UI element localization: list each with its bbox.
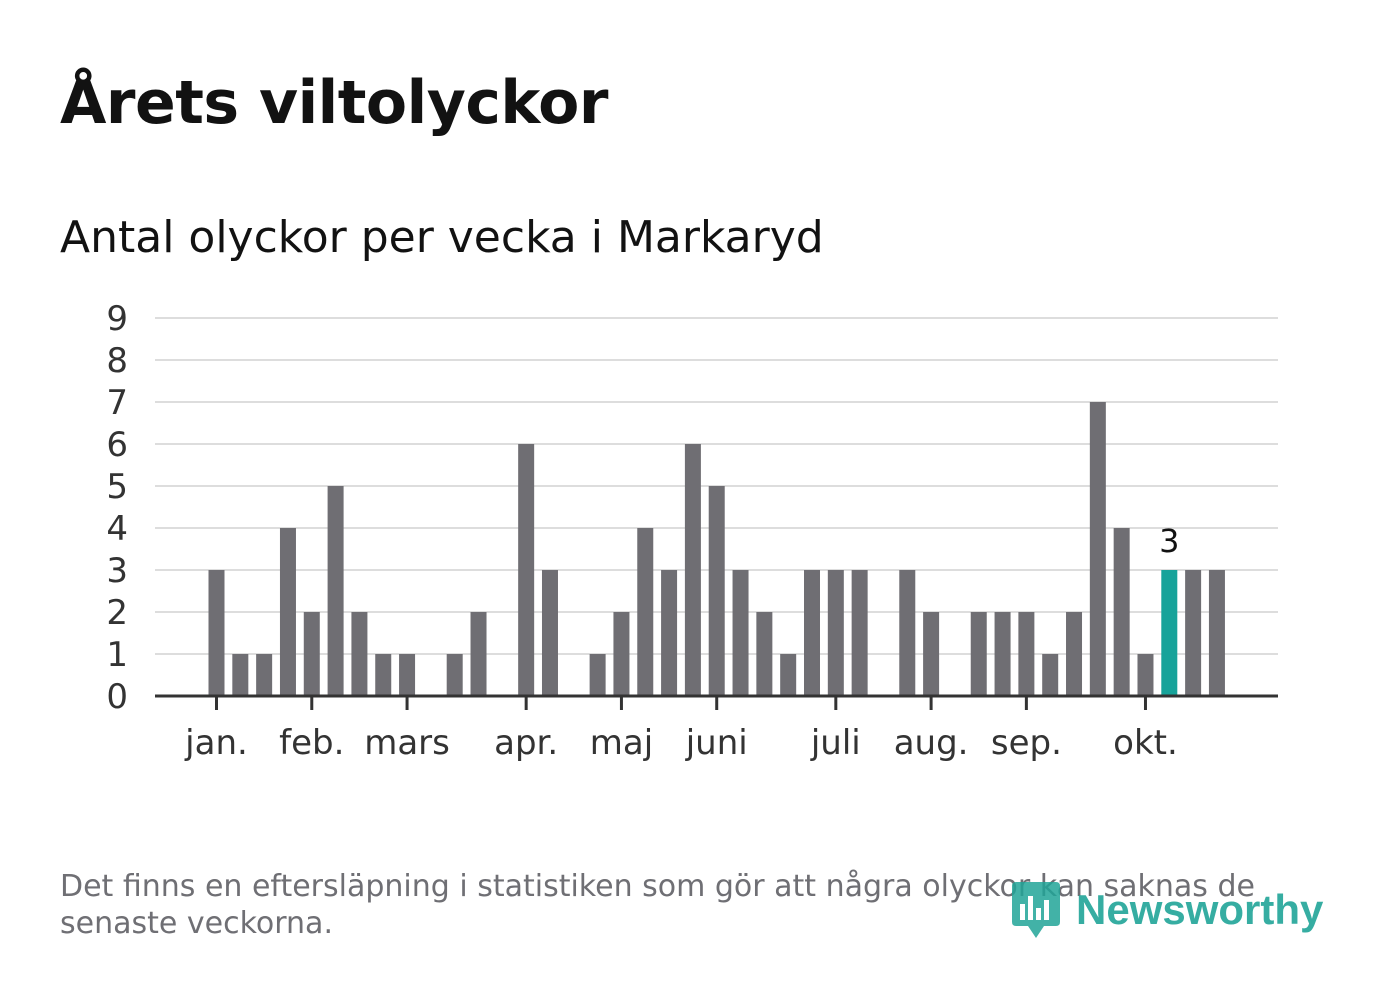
newsworthy-logo: Newsworthy bbox=[1010, 878, 1323, 942]
x-tick-label: aug. bbox=[894, 723, 969, 763]
x-tick-label: jan. bbox=[184, 723, 248, 763]
x-tick-label: apr. bbox=[494, 723, 558, 763]
y-tick-label: 0 bbox=[106, 677, 128, 717]
x-tick-label: juli bbox=[810, 723, 861, 763]
page-title: Årets viltolyckor bbox=[60, 68, 609, 138]
chart-subtitle: Antal olyckor per vecka i Markaryd bbox=[60, 212, 824, 263]
y-tick-label: 5 bbox=[106, 467, 128, 507]
bar-week-11 bbox=[399, 654, 416, 696]
bar-week-13 bbox=[446, 654, 463, 696]
bar-week-40 bbox=[1089, 402, 1106, 696]
bar-week-27 bbox=[780, 654, 797, 696]
bar-week-9 bbox=[351, 612, 368, 696]
newsworthy-logo-icon bbox=[1012, 882, 1060, 938]
bar-week-36 bbox=[994, 612, 1011, 696]
bar-week-44 bbox=[1185, 570, 1202, 696]
bar-week-39 bbox=[1066, 612, 1083, 696]
bar-week-30 bbox=[851, 570, 868, 696]
y-tick-label: 1 bbox=[106, 635, 128, 675]
x-tick-label: okt. bbox=[1113, 723, 1178, 763]
bar-week-35 bbox=[970, 612, 987, 696]
x-tick-label: maj bbox=[590, 723, 653, 763]
data-labels: 3 bbox=[1159, 522, 1179, 560]
bar-week-24 bbox=[708, 486, 725, 696]
bar-week-7 bbox=[303, 612, 320, 696]
bar-week-33 bbox=[923, 612, 940, 696]
bar-week-43 bbox=[1161, 570, 1178, 696]
bar-week-41 bbox=[1113, 528, 1130, 696]
y-tick-label: 8 bbox=[106, 341, 128, 381]
bar-week-8 bbox=[327, 486, 344, 696]
y-tick-label: 7 bbox=[106, 383, 128, 423]
bars bbox=[208, 402, 1225, 696]
bar-week-42 bbox=[1137, 654, 1154, 696]
bar-week-5 bbox=[256, 654, 273, 696]
bar-week-4 bbox=[232, 654, 249, 696]
x-tick-label: juni bbox=[685, 723, 748, 763]
x-tick-label: feb. bbox=[279, 723, 344, 763]
bar-week-23 bbox=[684, 444, 701, 696]
bar-week-19 bbox=[589, 654, 606, 696]
bar-week-6 bbox=[279, 528, 296, 696]
y-tick-label: 4 bbox=[106, 509, 128, 549]
bar-week-20 bbox=[613, 612, 630, 696]
bar-week-32 bbox=[899, 570, 916, 696]
bar-week-14 bbox=[470, 612, 487, 696]
bar-week-16 bbox=[518, 444, 535, 696]
y-tick-label: 3 bbox=[106, 551, 128, 591]
y-tick-label: 2 bbox=[106, 593, 128, 633]
bar-week-38 bbox=[1042, 654, 1059, 696]
highlight-data-label: 3 bbox=[1159, 522, 1179, 560]
bar-week-28 bbox=[804, 570, 820, 696]
bar-week-21 bbox=[637, 528, 654, 696]
y-tick-label: 6 bbox=[106, 425, 128, 465]
bar-week-22 bbox=[661, 570, 678, 696]
x-tick-label: sep. bbox=[991, 723, 1062, 763]
bar-week-17 bbox=[541, 570, 558, 696]
y-tick-label: 9 bbox=[106, 299, 128, 339]
bar-week-26 bbox=[756, 612, 773, 696]
bar-week-29 bbox=[827, 570, 844, 696]
bar-week-25 bbox=[732, 570, 749, 696]
bar-week-45 bbox=[1208, 570, 1225, 696]
bar-week-37 bbox=[1018, 612, 1035, 696]
newsworthy-logo-text: Newsworthy bbox=[1076, 886, 1324, 933]
x-tick-label: mars bbox=[364, 723, 450, 763]
bar-week-3 bbox=[208, 570, 225, 696]
x-axis-ticks: jan. feb. mars apr. maj juni juli aug. sep. okt. bbox=[184, 696, 1178, 763]
bar-week-10 bbox=[375, 654, 392, 696]
